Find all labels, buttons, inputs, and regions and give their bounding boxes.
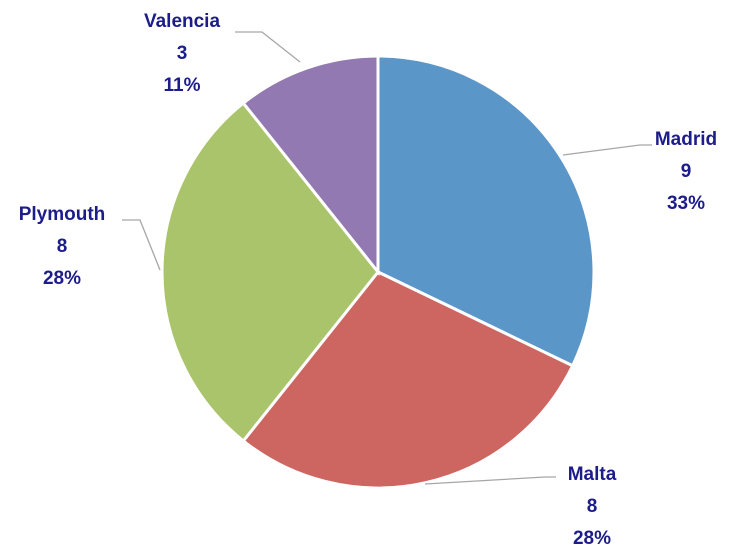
slice-label-percent: 28% (573, 528, 611, 549)
leader-line (122, 219, 161, 271)
pie-slice (160, 101, 380, 443)
slice-label-name: Madrid (655, 129, 717, 150)
pie-slice (241, 270, 575, 490)
leader-line (424, 476, 556, 485)
slice-label-value: 8 (57, 236, 68, 257)
slice-label-value: 8 (587, 496, 598, 517)
slice-label-value: 3 (177, 43, 188, 64)
pie-slice (376, 54, 596, 368)
slice-label-name: Malta (568, 464, 617, 485)
pie-slice (241, 54, 380, 277)
leader-line (562, 144, 652, 156)
slice-label-value: 9 (681, 161, 692, 182)
slice-label-percent: 11% (164, 75, 201, 96)
slice-label-percent: 33% (667, 193, 705, 214)
slice-label-name: Valencia (144, 11, 220, 32)
leader-line (235, 31, 301, 63)
slice-label-name: Plymouth (19, 204, 106, 225)
slice-label-percent: 28% (43, 268, 81, 289)
